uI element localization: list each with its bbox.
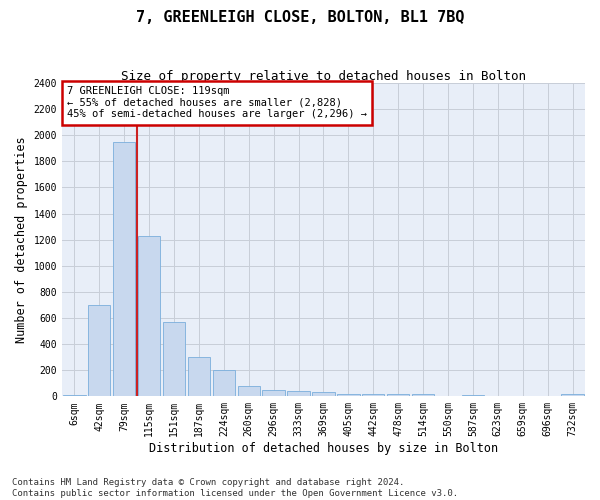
Y-axis label: Number of detached properties: Number of detached properties (15, 136, 28, 343)
Bar (238, 386, 260, 396)
Bar (412, 394, 434, 396)
Bar (462, 395, 484, 396)
Bar (188, 356, 210, 397)
X-axis label: Distribution of detached houses by size in Bolton: Distribution of detached houses by size … (149, 442, 498, 455)
Text: 7 GREENLEIGH CLOSE: 119sqm
← 55% of detached houses are smaller (2,828)
45% of s: 7 GREENLEIGH CLOSE: 119sqm ← 55% of deta… (67, 86, 367, 120)
Bar (337, 394, 359, 396)
Bar (387, 394, 409, 396)
Bar (163, 322, 185, 396)
Title: Size of property relative to detached houses in Bolton: Size of property relative to detached ho… (121, 70, 526, 83)
Bar (262, 390, 285, 396)
Text: Contains HM Land Registry data © Crown copyright and database right 2024.
Contai: Contains HM Land Registry data © Crown c… (12, 478, 458, 498)
Bar (562, 394, 584, 396)
Bar (212, 370, 235, 396)
Bar (63, 395, 86, 396)
Bar (312, 392, 335, 396)
Bar (113, 142, 136, 397)
Bar (138, 236, 160, 396)
Bar (88, 305, 110, 396)
Bar (362, 394, 385, 396)
Bar (287, 392, 310, 396)
Text: 7, GREENLEIGH CLOSE, BOLTON, BL1 7BQ: 7, GREENLEIGH CLOSE, BOLTON, BL1 7BQ (136, 10, 464, 25)
